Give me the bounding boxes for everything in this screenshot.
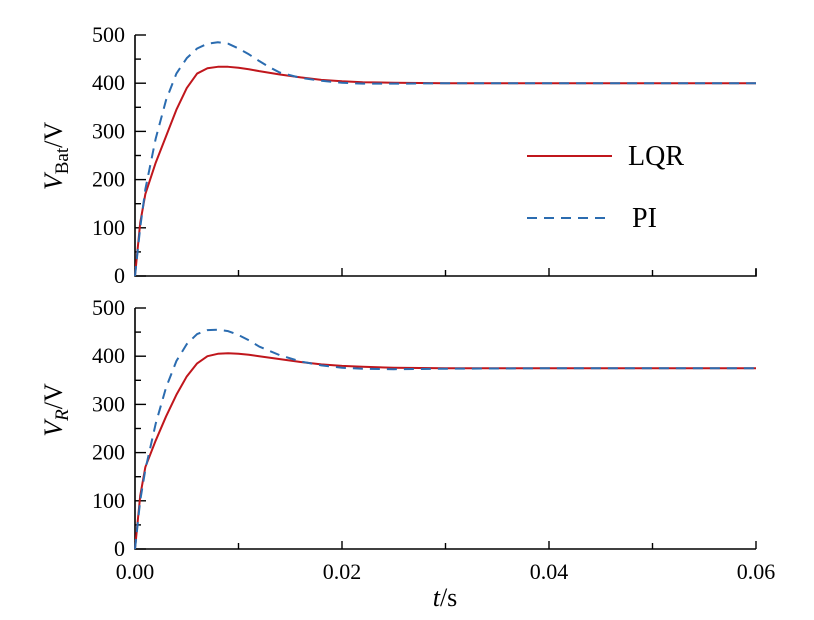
bottom-y-tick-labels: 0 100 200 300 400 500 [92,295,125,561]
y-tick-label: 0 [114,536,125,561]
top-y-label-main: V [39,171,68,190]
bottom-y-label-sub: R [52,409,73,422]
top-y-ticks [135,34,146,277]
legend-label-pi: PI [632,203,657,234]
y-tick-label: 200 [92,167,125,192]
y-tick-label: 100 [92,488,125,513]
legend: LQR PI [527,141,684,234]
bottom-y-axis-title: VR/V [39,383,73,437]
x-tick-label: 0.06 [737,559,776,584]
x-tick-label: 0.02 [323,559,362,584]
y-tick-label: 400 [92,70,125,95]
top-y-label-unit: /V [39,122,68,148]
y-tick-label: 200 [92,440,125,465]
y-tick-label: 300 [92,391,125,416]
bottom-y-ticks [135,307,146,550]
series-line-lqr [134,352,756,550]
x-tick-label: 0.00 [116,559,155,584]
x-label-unit: /s [440,583,457,612]
x-axis-title: t/s [433,583,458,612]
x-tick-label: 0.04 [530,559,569,584]
y-tick-label: 100 [92,215,125,240]
top-y-label-sub: Bat [52,147,73,174]
x-label-main: t [433,583,441,612]
bottom-panel: 0 100 200 300 400 500 0.00 0.02 0.04 0.06 VR/V t… [39,295,775,612]
bottom-y-label-unit: /V [39,383,68,409]
x-tick-labels: 0.00 0.02 0.04 0.06 [116,559,776,584]
y-tick-label: 300 [92,118,125,143]
bottom-axes [134,308,756,550]
top-series [134,41,756,277]
y-tick-label: 400 [92,343,125,368]
top-y-axis-title: VBat/V [39,122,73,191]
y-tick-label: 0 [114,263,125,288]
bottom-series [134,328,756,550]
top-axes [134,35,757,277]
top-y-tick-labels: 0 100 200 300 400 500 [92,22,125,288]
top-panel: 0 100 200 300 400 500 VBat/V LQR PI [39,22,757,288]
y-tick-label: 500 [92,22,125,47]
bottom-x-ticks [134,541,757,549]
bottom-y-label-main: V [39,418,68,437]
legend-label-lqr: LQR [628,141,684,172]
top-x-ticks [134,268,757,276]
y-tick-label: 500 [92,295,125,320]
series-line-pi [134,41,756,277]
series-line-lqr [134,65,756,277]
series-line-pi [134,328,756,550]
